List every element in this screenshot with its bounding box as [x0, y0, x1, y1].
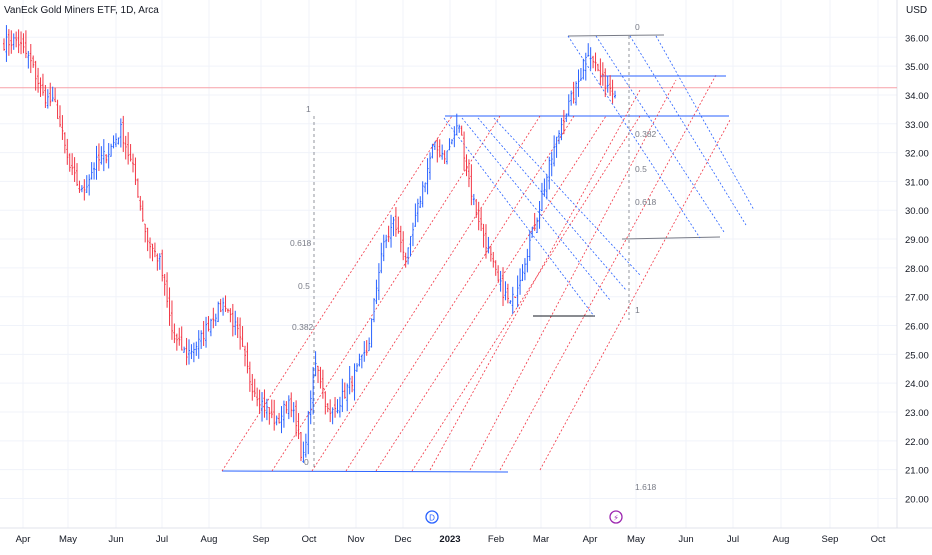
fib-label-left: 1	[306, 104, 311, 114]
x-tick-label: Dec	[395, 534, 412, 545]
x-tick-label: May	[627, 534, 645, 545]
fib-label-left: 0	[304, 457, 309, 467]
fib-label-left: 0.382	[292, 322, 314, 332]
fib-channel-line	[271, 115, 501, 472]
fib-channel-line	[411, 115, 641, 472]
x-axis: Apr May Jun Jul Aug Sep Oct Nov Dec 2023 Feb Mar Apr…	[16, 534, 886, 545]
fib-channel-line	[493, 117, 641, 276]
x-tick-label: Jul	[156, 534, 168, 545]
y-tick-label: 24.00	[905, 379, 929, 390]
x-tick-label: Apr	[583, 534, 598, 545]
x-tick-label: Aug	[201, 534, 218, 545]
fib-base-line	[221, 470, 509, 473]
fib-channel-line	[469, 79, 677, 471]
fib-channel-line	[655, 35, 755, 211]
earnings-marker[interactable]	[609, 510, 623, 524]
y-tick-label: 32.00	[905, 149, 929, 160]
fib-channel-line	[429, 89, 641, 471]
x-tick-label: Oct	[302, 534, 317, 545]
y-tick-label: 33.00	[905, 120, 929, 131]
x-tick-label: May	[59, 534, 77, 545]
fib-label-right: 0.5	[635, 164, 647, 174]
event-markers[interactable]: D ⚡	[425, 510, 623, 524]
x-tick-label: Mar	[533, 534, 549, 545]
x-tick-label: Apr	[16, 534, 31, 545]
fib-channels	[221, 34, 755, 473]
candlesticks	[3, 25, 616, 463]
fib-channel-line	[499, 74, 717, 471]
y-tick-label: 35.00	[905, 62, 929, 73]
fib-channel-line	[567, 35, 701, 239]
fib-label-left: 0.618	[290, 238, 312, 248]
y-tick-label: 21.00	[905, 466, 929, 477]
x-tick-label: Aug	[773, 534, 790, 545]
fib-label-right: 1	[635, 305, 640, 315]
x-tick-label: Oct	[871, 534, 886, 545]
fib-label-right: 0.618	[635, 197, 657, 207]
y-tick-label: 20.00	[905, 494, 929, 505]
x-tick-label: Feb	[488, 534, 504, 545]
y-tick-label: 29.00	[905, 235, 929, 246]
fib-channel-line	[443, 117, 595, 317]
dividend-marker-label: D	[429, 514, 435, 523]
chart-title: VanEck Gold Miners ETF, 1D, Arca	[4, 5, 159, 16]
y-tick-label: 30.00	[905, 206, 929, 217]
x-tick-label: Nov	[348, 534, 365, 545]
x-tick-label: Jul	[727, 534, 739, 545]
fib-channel-line	[629, 35, 747, 226]
y-tick-label: 23.00	[905, 408, 929, 419]
earnings-marker-label: ⚡	[613, 514, 619, 523]
fib-label-left: 0.5	[298, 281, 310, 291]
fib-top-bar	[567, 34, 665, 37]
currency-label: USD	[906, 5, 928, 16]
fib-label-right: 0.382	[635, 129, 657, 139]
fib-channel-line	[595, 35, 725, 233]
x-tick-label: 2023	[439, 534, 460, 545]
x-tick-label: Sep	[822, 534, 839, 545]
y-tick-label: 25.00	[905, 350, 929, 361]
fib-channel-line	[461, 117, 611, 301]
fib-channel-line	[345, 115, 575, 472]
x-tick-label: Jun	[678, 534, 693, 545]
dividend-marker[interactable]	[425, 510, 439, 524]
fib-channel-line	[221, 115, 453, 472]
x-tick-label: Sep	[253, 534, 270, 545]
grid	[0, 0, 932, 529]
y-tick-label: 26.00	[905, 322, 929, 333]
y-tick-label: 36.00	[905, 33, 929, 44]
y-tick-label: 22.00	[905, 437, 929, 448]
y-tick-label: 27.00	[905, 293, 929, 304]
fib-label-right: 1.618	[635, 482, 657, 492]
y-axis: 36.00 35.00 34.00 33.00 32.00 31.00 30.00 29.00…	[905, 33, 929, 505]
x-tick-label: Jun	[108, 534, 123, 545]
y-tick-label: 34.00	[905, 91, 929, 102]
fib-channel-line	[477, 117, 627, 291]
fib-channel-line	[375, 115, 607, 472]
fib-bottom-bar	[621, 236, 721, 240]
fib-labels: 1 0.618 0.5 0.382 0 0 0.382 0.5 0.618 1 1.618	[290, 22, 657, 492]
y-tick-label: 28.00	[905, 264, 929, 275]
fib-label-right: 0	[635, 22, 640, 32]
y-tick-label: 31.00	[905, 177, 929, 188]
